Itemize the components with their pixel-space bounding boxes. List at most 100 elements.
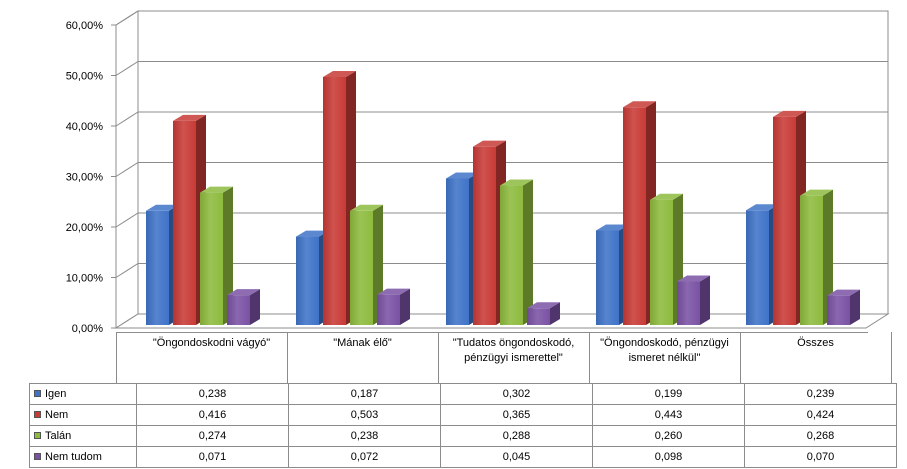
gridline <box>115 10 888 26</box>
bar-front <box>650 199 673 325</box>
bar-front <box>200 192 223 325</box>
bar-side <box>700 275 710 325</box>
table-top-border <box>116 332 868 333</box>
data-label: 0,288 <box>440 425 593 447</box>
y-tick-label: 20,00% <box>66 222 104 234</box>
table-row: Talán 0,274 0,238 0,288 0,260 0,268 <box>29 425 897 447</box>
y-tick-label: 60,00% <box>66 20 104 32</box>
data-label: 0,268 <box>744 425 897 447</box>
y-tick-label: 50,00% <box>66 71 104 83</box>
data-table: Igen 0,238 0,187 0,302 0,199 0,239 Nem 0,416 0,5… <box>29 383 897 468</box>
bar-front <box>800 195 823 325</box>
legend-label: Talán <box>45 430 72 442</box>
legend-key <box>34 453 41 460</box>
category-separator <box>740 332 741 383</box>
bar-front <box>527 308 550 325</box>
data-label: 0,238 <box>288 425 441 447</box>
data-label: 0,416 <box>136 404 289 426</box>
bar-top <box>227 289 260 296</box>
bar-nem-tudom <box>227 289 260 325</box>
bar-front <box>677 281 700 325</box>
bar-front <box>296 236 319 325</box>
bar-front <box>323 76 346 325</box>
bar-top <box>173 114 206 121</box>
bar-top <box>473 140 506 147</box>
bar-top <box>677 275 710 282</box>
bar-side <box>223 186 233 325</box>
bar-top <box>350 204 383 211</box>
table-row: Nem 0,416 0,503 0,365 0,443 0,424 <box>29 404 897 426</box>
category-separator <box>891 332 892 383</box>
data-label: 0,187 <box>288 383 441 405</box>
data-label: 0,238 <box>136 383 289 405</box>
category-label: "Mának élő" <box>333 337 392 349</box>
legend-label: Nem tudom <box>45 451 102 463</box>
bar-top <box>500 179 533 186</box>
bar-nem-tudom <box>527 302 560 325</box>
bar-top <box>527 302 560 309</box>
bar-talán <box>200 186 233 325</box>
bar-side <box>250 289 260 325</box>
bar-front <box>473 146 496 325</box>
bar-front <box>350 210 373 325</box>
data-label: 0,274 <box>136 425 289 447</box>
table-left-border <box>116 332 117 383</box>
y-tick-label: 40,00% <box>66 121 104 133</box>
data-label: 0,071 <box>136 446 289 468</box>
legend-label: Nem <box>45 409 69 421</box>
table-row: Igen 0,238 0,187 0,302 0,199 0,239 <box>29 383 897 405</box>
bar-side <box>400 288 410 325</box>
data-label: 0,045 <box>440 446 593 468</box>
bar-chart-3d: 0,00% 10,00% 20,00% 30,00% 40,00% 50,00% 60,00… <box>66 10 890 335</box>
category-separator <box>589 332 590 383</box>
bar-front <box>227 295 250 325</box>
data-label: 0,260 <box>592 425 745 447</box>
bar-front <box>500 185 523 325</box>
category-label: "Öngondoskodni vágyó" <box>152 337 271 349</box>
gridline <box>115 61 888 76</box>
bar-top <box>146 204 179 211</box>
bar-top <box>446 172 479 179</box>
legend-key <box>34 390 41 397</box>
category-label: "Öngondoskodó, pénzügyi ismeret nélkül" <box>600 337 729 364</box>
bar-front <box>173 120 196 325</box>
category-label: "Tudatos öngondoskodó, pénzügyi ismerett… <box>452 337 575 364</box>
data-label: 0,302 <box>440 383 593 405</box>
table-row: Nem tudom 0,071 0,072 0,045 0,098 0,070 <box>29 446 897 468</box>
bar-top <box>377 288 410 295</box>
data-label: 0,365 <box>440 404 593 426</box>
bar-front <box>746 210 769 325</box>
bar-top <box>650 193 683 200</box>
legend-label: Igen <box>45 388 67 400</box>
legend-entry: Talán <box>29 425 137 447</box>
bar-talán <box>500 179 533 325</box>
bar-front <box>146 210 169 325</box>
category-separator <box>438 332 439 383</box>
bar-side <box>550 302 560 325</box>
y-tick-label: 0,00% <box>72 323 103 335</box>
bar-top <box>323 70 356 77</box>
bar-nem <box>323 70 356 325</box>
bar-top <box>827 289 860 296</box>
bar-top <box>623 101 656 108</box>
bar-nem-tudom <box>827 289 860 325</box>
bar-side <box>523 179 533 325</box>
bars <box>146 70 860 325</box>
data-label: 0,098 <box>592 446 745 468</box>
bar-front <box>773 116 796 325</box>
y-tick-label: 10,00% <box>66 273 104 285</box>
category-separator <box>287 332 288 383</box>
data-label: 0,072 <box>288 446 441 468</box>
data-label: 0,070 <box>744 446 897 468</box>
bar-front <box>377 294 400 325</box>
category-label: Összes <box>797 337 834 349</box>
bar-front <box>596 230 619 325</box>
bar-top <box>200 186 233 193</box>
bar-front <box>827 295 850 325</box>
legend-entry: Igen <box>29 383 137 405</box>
data-label: 0,424 <box>744 404 897 426</box>
bar-talán <box>800 189 833 325</box>
legend-key <box>34 432 41 439</box>
bar-side <box>823 189 833 325</box>
bar-top <box>773 110 806 117</box>
